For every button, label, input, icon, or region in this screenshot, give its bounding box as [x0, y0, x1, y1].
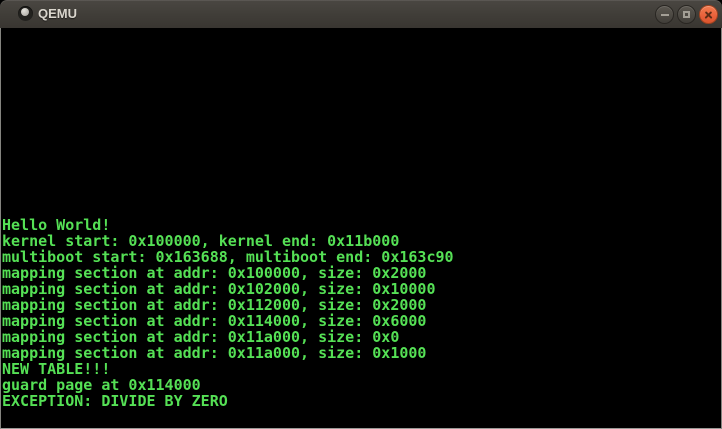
terminal-line: mapping section at addr: 0x114000, size:… [2, 312, 427, 330]
terminal-line: mapping section at addr: 0x11a000, size:… [2, 344, 427, 362]
terminal-line: multiboot start: 0x163688, multiboot end… [2, 248, 454, 266]
close-button[interactable] [699, 5, 718, 24]
minimize-icon [661, 14, 669, 16]
terminal-line: mapping section at addr: 0x11a000, size:… [2, 328, 400, 346]
window-icon-dot [21, 8, 29, 16]
qemu-window-icon [18, 6, 33, 21]
terminal-line: EXCEPTION: DIVIDE BY ZERO [2, 392, 228, 410]
terminal-line: mapping section at addr: 0x100000, size:… [2, 264, 427, 282]
minimize-button[interactable] [655, 5, 674, 24]
vga-display-area: Hello World! kernel start: 0x100000, ker… [0, 28, 722, 429]
maximize-icon [683, 11, 690, 18]
maximize-button[interactable] [677, 5, 696, 24]
window-controls [655, 5, 718, 24]
terminal-line: NEW TABLE!!! [2, 360, 111, 378]
terminal-line: mapping section at addr: 0x102000, size:… [2, 280, 436, 298]
terminal-line: Hello World! [2, 216, 111, 234]
terminal-screen[interactable]: Hello World! kernel start: 0x100000, ker… [1, 28, 721, 428]
terminal-line: mapping section at addr: 0x112000, size:… [2, 296, 427, 314]
titlebar[interactable]: QEMU [0, 0, 722, 28]
terminal-line: kernel start: 0x100000, kernel end: 0x11… [2, 232, 400, 250]
terminal-line: guard page at 0x114000 [2, 376, 201, 394]
window-title: QEMU [38, 6, 77, 21]
close-icon [700, 6, 717, 23]
